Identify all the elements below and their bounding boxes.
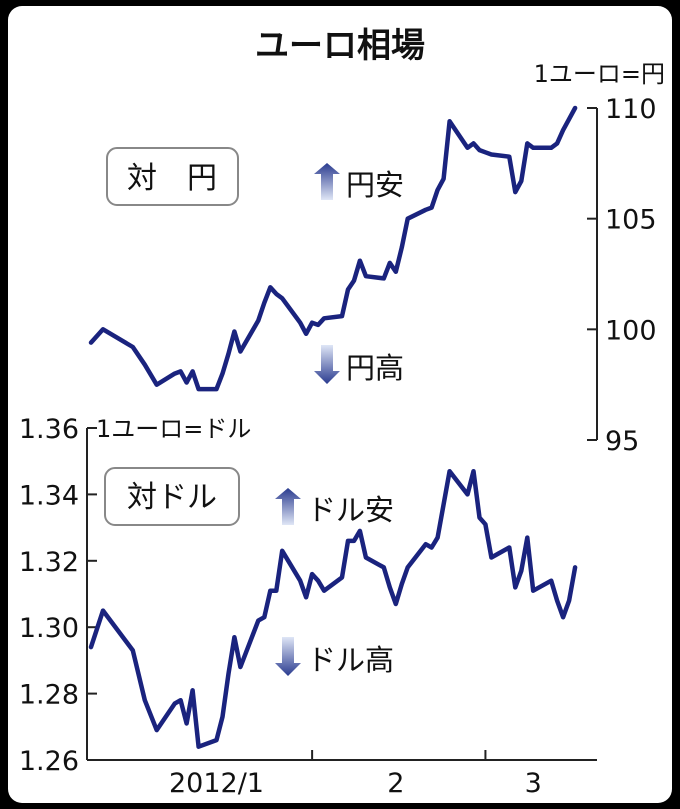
usd-panel-label-box — [104, 467, 240, 526]
usd-y-tick-labels: 1.26 1.28 1.30 1.32 1.34 1.36 — [19, 414, 79, 777]
usd-unit-label: 1ユーロ=ドル — [96, 415, 251, 443]
x-axis-tick-labels: 2012/1 2 3 — [169, 768, 542, 799]
usd-tick-label-1-28: 1.28 — [19, 680, 79, 711]
usd-weak-arrow-icon — [275, 488, 301, 525]
yen-unit-label: 1ユーロ=円 — [534, 60, 665, 88]
yen-y-tick-labels: 95 100 105 110 — [605, 94, 657, 457]
usd-strong-arrow-icon — [275, 637, 301, 676]
yen-strong-note: 円高 — [346, 351, 404, 385]
usd-tick-label-1-36: 1.36 — [19, 414, 79, 445]
usd-tick-label-1-34: 1.34 — [19, 480, 79, 511]
yen-tick-label-105: 105 — [605, 205, 657, 236]
usd-weak-note: ドル安 — [307, 493, 394, 527]
yen-tick-label-110: 110 — [605, 94, 657, 125]
x-tick-label-jan: 2012/1 — [169, 768, 264, 799]
usd-tick-label-1-32: 1.32 — [19, 547, 79, 578]
yen-y-ticks — [587, 107, 597, 441]
yen-strong-arrow-icon — [314, 345, 340, 384]
yen-panel-label-box — [106, 147, 239, 206]
yen-weak-note: 円安 — [346, 168, 404, 202]
yen-tick-label-95: 95 — [605, 426, 639, 457]
x-axis-ticks — [311, 750, 487, 760]
x-tick-label-mar: 3 — [525, 768, 542, 799]
usd-tick-label-1-26: 1.26 — [19, 746, 79, 777]
usd-y-ticks — [87, 427, 97, 761]
usd-strong-note: ドル高 — [307, 643, 394, 677]
usd-panel-label: 対ドル — [127, 480, 217, 515]
usd-series-line — [88, 468, 578, 749]
usd-tick-label-1-30: 1.30 — [19, 613, 79, 644]
x-tick-label-feb: 2 — [387, 768, 404, 799]
yen-weak-arrow-icon — [314, 163, 340, 200]
yen-tick-label-100: 100 — [605, 315, 657, 346]
yen-series-line — [88, 105, 578, 392]
chart-title: ユーロ相場 — [255, 26, 425, 66]
yen-panel-label: 対 円 — [127, 161, 217, 196]
